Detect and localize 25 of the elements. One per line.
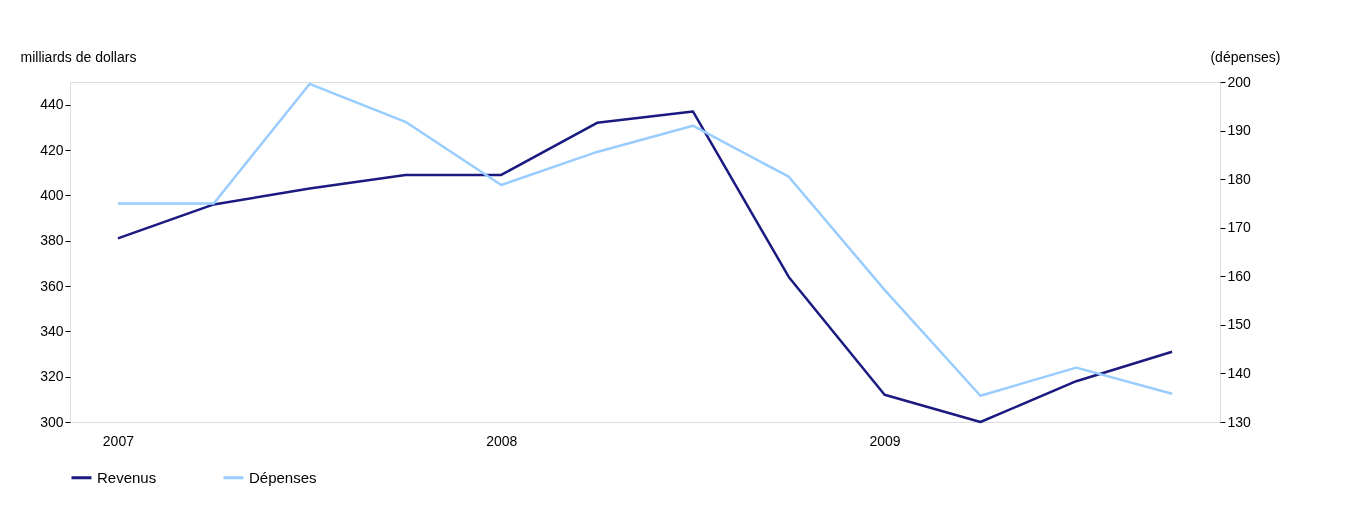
y-axis-title: milliards de dollars bbox=[20, 48, 137, 65]
x-tick-label: 2007 bbox=[102, 432, 135, 449]
y2-tick-label: 190 bbox=[1227, 122, 1252, 139]
y2-tick-label: 150 bbox=[1227, 316, 1252, 333]
y-tick-label: 400 bbox=[40, 186, 64, 203]
y-tick-label: 340 bbox=[40, 322, 64, 339]
x-tick-label: 2009 bbox=[869, 432, 901, 449]
y-tick-label: 300 bbox=[40, 413, 64, 430]
y2-tick-label: 180 bbox=[1227, 170, 1252, 187]
y-tick-label: 380 bbox=[40, 232, 64, 249]
x-tick-label: 2008 bbox=[486, 432, 518, 449]
legend-label: Dépenses bbox=[249, 468, 317, 486]
y-tick-label: 320 bbox=[40, 368, 64, 385]
y-tick-label: 420 bbox=[40, 141, 64, 158]
y-tick-label: 360 bbox=[40, 277, 64, 294]
y2-tick-label: 130 bbox=[1227, 413, 1252, 430]
y-tick-label: 440 bbox=[40, 96, 64, 113]
y2-tick-label: 200 bbox=[1227, 73, 1252, 90]
y2-axis-title: (dépenses) bbox=[1210, 48, 1281, 65]
line-series bbox=[116, 110, 1174, 424]
y2-tick-label: 140 bbox=[1227, 364, 1252, 381]
line-series bbox=[116, 82, 1174, 398]
y2-tick-label: 160 bbox=[1227, 267, 1252, 284]
legend-label: Revenus bbox=[97, 468, 157, 486]
y2-tick-label: 170 bbox=[1227, 219, 1252, 236]
